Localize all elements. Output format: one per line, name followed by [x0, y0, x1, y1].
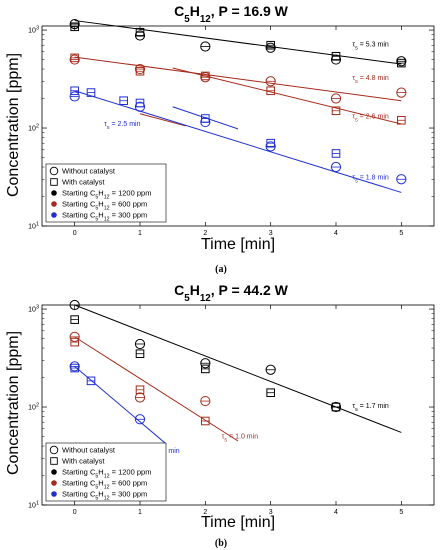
- panel-b-xlabel: Time [min]: [201, 514, 275, 531]
- fit-line: [74, 304, 402, 433]
- legend-marker-circle: [49, 445, 59, 455]
- tau-annotation: τ5 = 2.6 min: [352, 114, 389, 124]
- panel-b-legend: Without catalyst With catalyst Starting C5…: [45, 442, 167, 502]
- tau-annotation: τ5 = 4.8 min: [352, 75, 389, 85]
- panel-b-title: C5H12, P = 44.2 W: [174, 282, 289, 304]
- legend-label: Starting C5H12 = 600 ppm: [62, 479, 147, 491]
- fit-line: [172, 67, 402, 125]
- x-tick-label: 2: [203, 230, 207, 237]
- legend-label: Starting C5H12 = 300 ppm: [62, 211, 147, 223]
- fit-line: [74, 336, 239, 442]
- x-tick-label: 5: [399, 230, 403, 237]
- tau-annotation: τ5 = 1.0 min: [222, 433, 259, 443]
- y-tick-label: 102: [28, 403, 39, 412]
- panel-a-plot-frame: [41, 25, 435, 227]
- panel-a-label: (a): [215, 264, 227, 275]
- fit-line: [74, 90, 402, 193]
- x-tick-label: 3: [269, 509, 273, 516]
- legend-label: With catalyst: [62, 178, 105, 187]
- fit-line: [74, 365, 167, 445]
- fit-line: [74, 20, 402, 65]
- tau-annotation: τ5 = 5.3 min: [352, 41, 389, 51]
- legend-marker-square: [50, 178, 58, 186]
- y-tick-label: 103: [28, 26, 39, 35]
- fit-line: [139, 113, 186, 127]
- legend-box: [45, 163, 167, 223]
- panel-b-label: (b): [215, 538, 227, 549]
- x-tick-label: 1: [138, 230, 142, 237]
- tau-annotation: τ5 = 1.8 min: [352, 174, 389, 184]
- legend-marker-square: [50, 457, 58, 465]
- tau-annotation: τ5 = 1.7 min: [352, 403, 389, 413]
- panel-a: C5H12, P = 16.9 W Concentration [ppm] Ti…: [5, 3, 435, 275]
- y-tick-label: 102: [28, 124, 39, 133]
- panel-b-ylabel: Concentration [ppm]: [5, 331, 22, 475]
- panel-a-legend: Without catalyst With catalyst Starting C5…: [45, 163, 167, 223]
- panel-b: C5H12, P = 44.2 W Concentration [ppm] Ti…: [5, 282, 435, 549]
- legend-label: Starting C5H12 = 600 ppm: [62, 200, 147, 212]
- x-tick-label: 3: [269, 230, 273, 237]
- legend-label: Without catalyst: [62, 167, 116, 176]
- legend-label: Starting C5H12 = 1200 ppm: [62, 189, 151, 201]
- x-tick-label: 0: [73, 230, 77, 237]
- panel-a-plot: 0 1 2 3 4 5 101 102 103 τ5 = 5.3 min τ5 = 4.8 min τ…: [28, 19, 434, 237]
- legend-marker-circle: [49, 166, 59, 176]
- x-tick-label: 4: [334, 230, 338, 237]
- x-tick-label: 1: [138, 509, 142, 516]
- legend-marker-dot: [51, 469, 57, 475]
- x-tick-label: 4: [334, 509, 338, 516]
- panel-a-ylabel: Concentration [ppm]: [5, 53, 22, 197]
- x-tick-label: 0: [73, 509, 77, 516]
- legend-marker-dot: [51, 491, 57, 497]
- legend-label: With catalyst: [62, 457, 105, 466]
- panel-a-title: C5H12, P = 16.9 W: [174, 3, 289, 25]
- legend-box: [45, 442, 167, 502]
- legend-marker-dot: [51, 190, 57, 196]
- x-tick-label: 2: [203, 509, 207, 516]
- y-tick-label: 101: [28, 222, 39, 231]
- legend-marker-dot: [51, 480, 57, 486]
- legend-label: Starting C5H12 = 1200 ppm: [62, 468, 151, 480]
- tau-annotation: τ5 = 2.5 min: [104, 121, 141, 131]
- panel-a-xlabel: Time [min]: [201, 236, 275, 253]
- fit-line: [74, 56, 402, 102]
- legend-marker-dot: [51, 201, 57, 207]
- y-tick-label: 103: [28, 305, 39, 314]
- legend-marker-dot: [51, 212, 57, 218]
- x-tick-label: 5: [399, 509, 403, 516]
- legend-label: Without catalyst: [62, 446, 116, 455]
- legend-label: Starting C5H12 = 300 ppm: [62, 490, 147, 502]
- y-tick-label: 101: [28, 501, 39, 510]
- panel-b-plot-frame: [41, 304, 435, 506]
